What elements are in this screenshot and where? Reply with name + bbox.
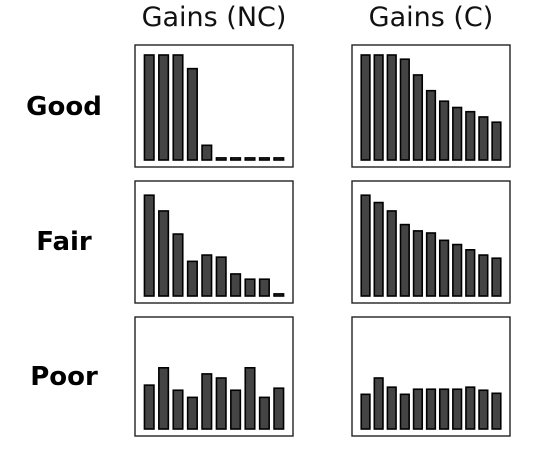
bar-9 <box>465 386 476 430</box>
row-label-good: Good <box>26 92 102 122</box>
bar-9 <box>465 110 476 161</box>
column-title-gains-c: Gains (C) <box>368 2 494 33</box>
bar-9 <box>465 249 476 297</box>
bar-9 <box>258 396 270 430</box>
bar-4 <box>186 67 198 161</box>
bar-11 <box>491 392 502 430</box>
bar-7 <box>230 273 242 297</box>
bar-6 <box>425 388 437 430</box>
column-title-gains-nc: Gains (NC) <box>141 2 287 33</box>
bar-2 <box>373 54 384 161</box>
bar-4 <box>399 58 410 161</box>
bar-5 <box>201 254 213 297</box>
bar-5 <box>412 74 424 161</box>
bar-9 <box>258 278 270 297</box>
chart-panel-fair-nc <box>134 180 294 304</box>
bar-5 <box>201 144 213 161</box>
bar-1 <box>360 393 371 430</box>
bar-10 <box>273 387 285 430</box>
bar-9 <box>258 157 270 161</box>
bar-8 <box>452 388 463 430</box>
bar-1 <box>360 54 371 161</box>
bar-6 <box>215 157 227 161</box>
bar-11 <box>491 257 502 297</box>
bar-4 <box>186 396 198 430</box>
chart-panel-fair-c <box>351 180 511 304</box>
chart-panel-poor-c <box>351 316 511 437</box>
bar-8 <box>244 278 256 297</box>
bar-10 <box>478 389 489 430</box>
bar-2 <box>373 201 384 297</box>
bar-10 <box>273 293 285 297</box>
bar-4 <box>186 260 198 297</box>
bar-8 <box>244 366 256 430</box>
bar-3 <box>386 210 397 297</box>
bar-7 <box>438 388 450 430</box>
chart-panel-good-c <box>351 44 511 168</box>
bar-6 <box>215 256 227 297</box>
bar-3 <box>386 386 397 430</box>
bar-1 <box>360 194 371 297</box>
bar-6 <box>425 89 437 161</box>
bar-3 <box>386 54 397 161</box>
bar-10 <box>478 254 489 297</box>
bar-7 <box>438 239 450 297</box>
bar-1 <box>143 384 155 430</box>
bar-7 <box>438 100 450 161</box>
bar-1 <box>143 54 155 161</box>
bar-6 <box>215 377 227 430</box>
bar-7 <box>230 157 242 161</box>
chart-panel-poor-nc <box>134 316 294 437</box>
bar-5 <box>201 373 213 430</box>
bar-8 <box>452 243 463 297</box>
row-label-poor: Poor <box>30 362 98 392</box>
bar-2 <box>158 54 170 161</box>
bar-2 <box>158 210 170 297</box>
bar-2 <box>373 377 384 430</box>
bar-10 <box>478 116 489 161</box>
bar-8 <box>452 106 463 161</box>
chart-panel-good-nc <box>134 44 294 168</box>
row-label-fair: Fair <box>36 227 92 257</box>
bar-6 <box>425 232 437 297</box>
bar-7 <box>230 389 242 430</box>
bar-5 <box>412 388 424 430</box>
bar-3 <box>172 233 184 297</box>
bar-5 <box>412 230 424 297</box>
bar-2 <box>158 366 170 430</box>
bar-8 <box>244 157 256 161</box>
bar-3 <box>172 54 184 161</box>
bar-10 <box>273 157 285 161</box>
bar-1 <box>143 194 155 297</box>
bar-11 <box>491 121 502 161</box>
bar-4 <box>399 223 410 297</box>
bar-3 <box>172 389 184 430</box>
bar-4 <box>399 393 410 430</box>
